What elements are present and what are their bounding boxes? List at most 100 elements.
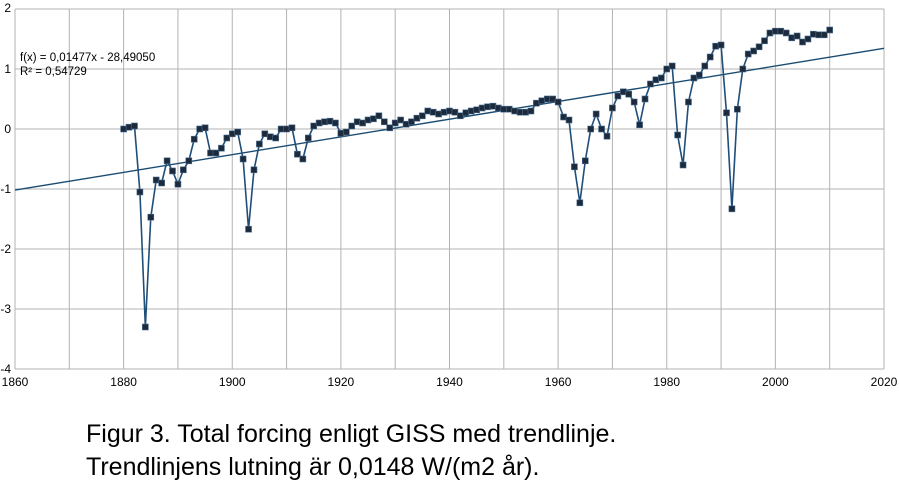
data-point [294, 150, 301, 158]
x-tick-label: 1880 [110, 375, 137, 389]
data-point [348, 122, 356, 130]
y-tick-label: 1 [4, 62, 11, 76]
data-point [685, 98, 692, 106]
data-point [131, 122, 138, 130]
data-point [674, 131, 681, 139]
data-point [370, 115, 377, 123]
data-point [668, 62, 676, 70]
data-point [565, 116, 573, 124]
data-point [625, 90, 633, 98]
y-tick-label: 0 [4, 122, 11, 136]
data-point [201, 124, 209, 132]
data-point [701, 62, 709, 70]
data-point [196, 125, 203, 133]
data-point [218, 144, 225, 152]
data-point [739, 65, 747, 73]
data-point [484, 103, 491, 111]
axis-tick-labels: 1860 1880 1900 1920 1940 1960 1980 2000 2020 2 1 0 -… [0, 1, 897, 389]
figure-caption-line-1: Figur 3. Total forcing enligt GISS med t… [86, 420, 617, 448]
series-line [123, 29, 831, 328]
data-point [353, 118, 361, 126]
data-point [511, 107, 518, 115]
data-point [419, 112, 426, 120]
data-point [408, 118, 415, 126]
data-point [500, 105, 508, 113]
data-point [142, 323, 149, 331]
data-point [212, 149, 220, 157]
data-point [755, 43, 763, 51]
data-point [440, 108, 448, 116]
data-point [239, 155, 247, 163]
data-point [549, 95, 556, 103]
data-point [663, 65, 671, 73]
data-point [315, 119, 323, 127]
data-point [581, 157, 589, 165]
data-point [304, 134, 312, 142]
data-point [576, 199, 584, 207]
data-point [283, 125, 290, 133]
data-point [332, 119, 339, 127]
data-point [359, 119, 366, 127]
data-point [820, 31, 828, 39]
data-point [516, 108, 524, 116]
data-point [609, 104, 616, 112]
data-point [234, 128, 241, 136]
data-point [326, 117, 334, 125]
data-point [592, 110, 600, 118]
data-point [163, 157, 171, 165]
data-point [152, 176, 160, 184]
x-tick-label: 1920 [328, 375, 355, 389]
data-point [375, 112, 383, 120]
data-point [614, 92, 622, 100]
y-tick-label: -2 [0, 242, 11, 256]
data-point [402, 120, 410, 128]
data-point [136, 188, 144, 196]
data-point [277, 125, 285, 133]
data-point [288, 124, 296, 132]
data-point [158, 179, 165, 187]
r-squared-label: R² = 0,54729 [20, 66, 87, 78]
data-point [505, 105, 513, 113]
data-point [364, 116, 372, 124]
data-point [446, 107, 453, 115]
data-point [826, 26, 833, 34]
data-point [571, 163, 578, 171]
data-point [728, 205, 736, 213]
x-tick-label: 1960 [545, 375, 572, 389]
x-tick-label: 1940 [436, 375, 463, 389]
data-point [299, 155, 307, 163]
data-point [473, 106, 480, 114]
data-point [207, 149, 214, 157]
figure-caption-line-2: Trendlinjens lutning är 0,0148 W/(m2 år)… [86, 453, 540, 481]
data-point [761, 37, 768, 45]
data-point [772, 27, 779, 35]
data-point [424, 107, 432, 115]
data-point [522, 108, 529, 116]
trend-line [14, 47, 885, 191]
data-point [457, 112, 464, 120]
data-point [679, 161, 687, 169]
data-point [435, 110, 442, 118]
data-point [495, 104, 502, 112]
y-tick-label: -3 [0, 302, 11, 316]
data-point [180, 166, 187, 174]
data-point [266, 133, 274, 141]
data-point [381, 118, 388, 126]
y-tick-label: -4 [0, 362, 11, 376]
data-point [554, 98, 562, 106]
data-point [397, 116, 404, 124]
x-tick-label: 1980 [653, 375, 680, 389]
data-point [451, 108, 459, 116]
data-point [690, 74, 698, 82]
data-point [712, 42, 719, 50]
data-point [125, 123, 133, 131]
x-tick-label: 2000 [762, 375, 789, 389]
data-point [321, 118, 328, 126]
data-point [815, 31, 823, 39]
data-point [190, 135, 198, 143]
data-point [391, 119, 399, 127]
data-point [641, 95, 649, 103]
trendline-equation: f(x) = 0,01477x - 28,49050 [20, 52, 155, 64]
data-point [527, 107, 535, 115]
data-point [386, 124, 394, 132]
